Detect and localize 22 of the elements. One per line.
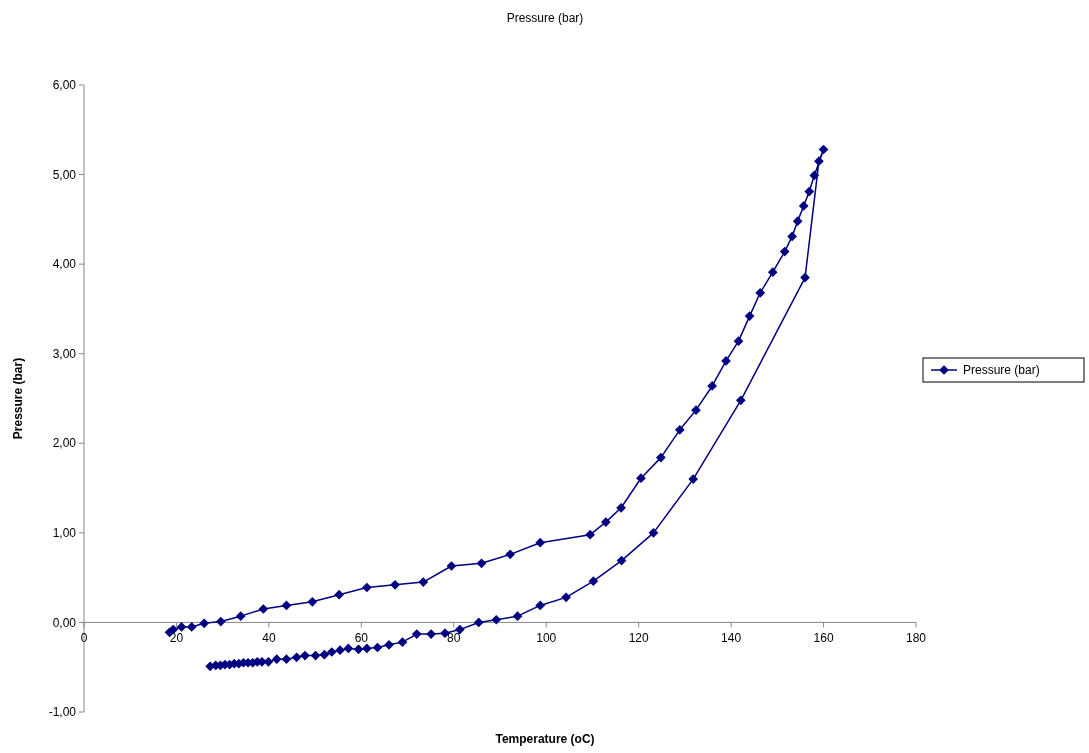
x-tick-label: 140 [721, 631, 742, 646]
y-tick-label: 2,00 [52, 436, 77, 451]
y-tick-label: 1,00 [52, 526, 77, 541]
legend-label: Pressure (bar) [963, 363, 1040, 378]
y-tick-label: 6,00 [52, 78, 77, 93]
x-tick-label: 40 [262, 631, 276, 646]
y-tick-label: -1,00 [48, 705, 77, 720]
x-tick-label: 60 [354, 631, 369, 646]
x-tick-label: 0 [80, 631, 88, 646]
y-tick-label: 5,00 [52, 167, 77, 182]
y-tick-label: 0,00 [52, 615, 77, 630]
x-tick-label: 180 [905, 631, 927, 646]
y-tick-label: 3,00 [52, 346, 77, 361]
chart-title: Pressure (bar) [506, 11, 584, 25]
y-tick-label: 4,00 [52, 257, 77, 272]
x-tick-label: 160 [813, 631, 834, 646]
x-tick-label: 120 [628, 631, 649, 646]
x-tick-label: 80 [447, 631, 461, 646]
x-tick-label: 20 [169, 631, 184, 646]
x-tick-label: 100 [536, 631, 557, 646]
y-axis-title: Pressure (bar) [11, 357, 25, 440]
x-axis-title: Temperature (oC) [495, 732, 595, 746]
